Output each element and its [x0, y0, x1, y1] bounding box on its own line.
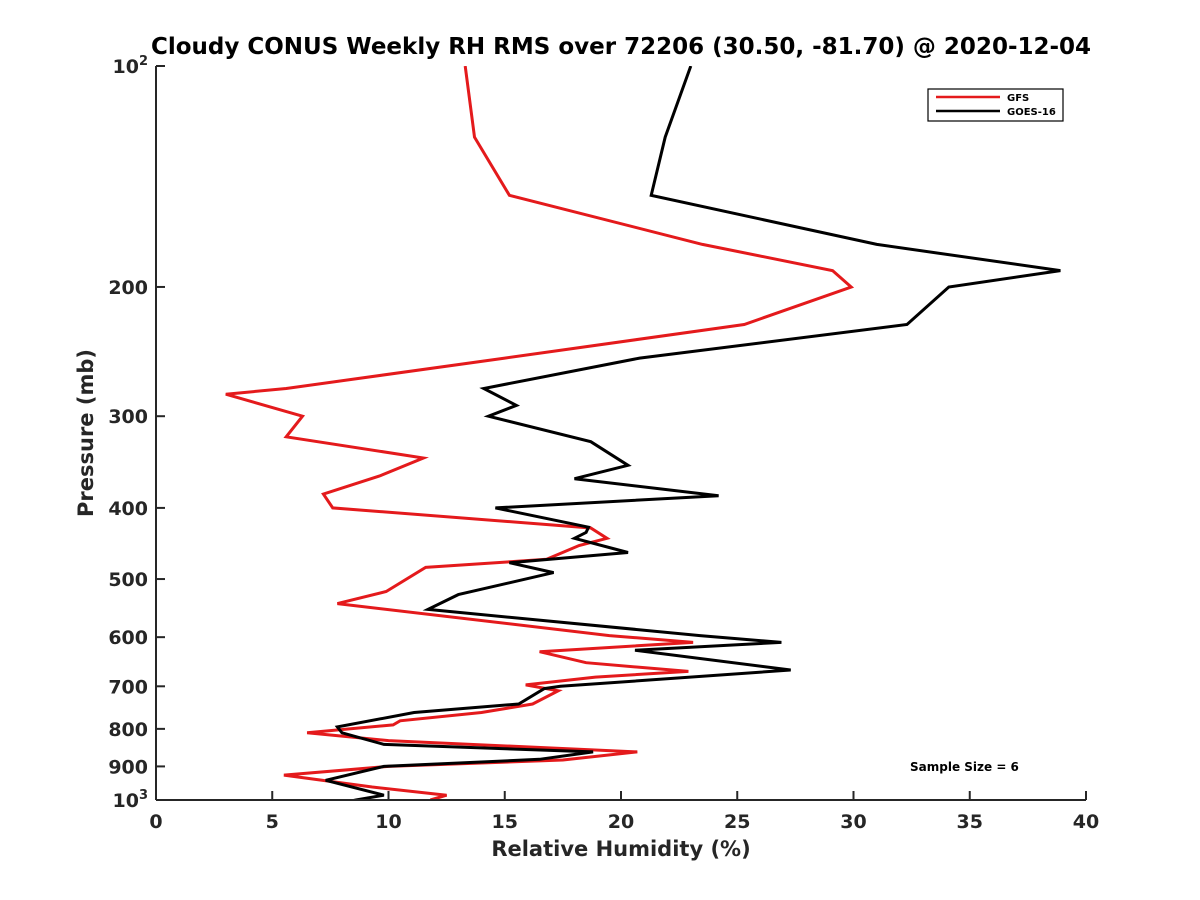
y-tick-label: 200 — [108, 277, 148, 299]
series-line-gfs — [225, 66, 855, 800]
x-tick-label: 5 — [266, 811, 279, 833]
x-tick-label: 30 — [840, 811, 866, 833]
legend-label-goes-16: GOES-16 — [1007, 107, 1056, 118]
y-tick-label: 900 — [108, 756, 148, 778]
x-tick-label: 0 — [149, 811, 162, 833]
x-tick-label: 10 — [375, 811, 401, 833]
x-axis-label: Relative Humidity (%) — [491, 837, 750, 861]
x-tick-label: 35 — [957, 811, 983, 833]
legend: GFS GOES-16 — [927, 88, 1064, 122]
sample-size-annotation: Sample Size = 6 — [910, 760, 1019, 774]
y-tick-label: 700 — [108, 676, 148, 698]
y-tick-label: 500 — [108, 569, 148, 591]
series-layer — [225, 66, 1061, 800]
y-tick-label: 800 — [108, 719, 148, 741]
legend-box — [927, 88, 1064, 122]
y-tick-label: 103 — [113, 788, 149, 812]
x-tick-label: 25 — [724, 811, 750, 833]
legend-label-gfs: GFS — [1007, 93, 1029, 104]
x-tick-label: 15 — [492, 811, 518, 833]
y-axis-label: Pressure (mb) — [74, 349, 98, 517]
y-tick-label: 400 — [108, 498, 148, 520]
chart-title: Cloudy CONUS Weekly RH RMS over 72206 (3… — [151, 34, 1091, 60]
x-tick-label: 40 — [1073, 811, 1099, 833]
y-tick-label: 600 — [108, 627, 148, 649]
x-tick-label: 20 — [608, 811, 634, 833]
y-tick-label: 300 — [108, 406, 148, 428]
series-line-goes-16 — [325, 66, 1061, 800]
y-tick-label: 102 — [113, 54, 149, 78]
axes-layer: 0 5 10 15 20 25 30 35 40 102 200 300 400 500 600 700 800… — [108, 54, 1099, 833]
